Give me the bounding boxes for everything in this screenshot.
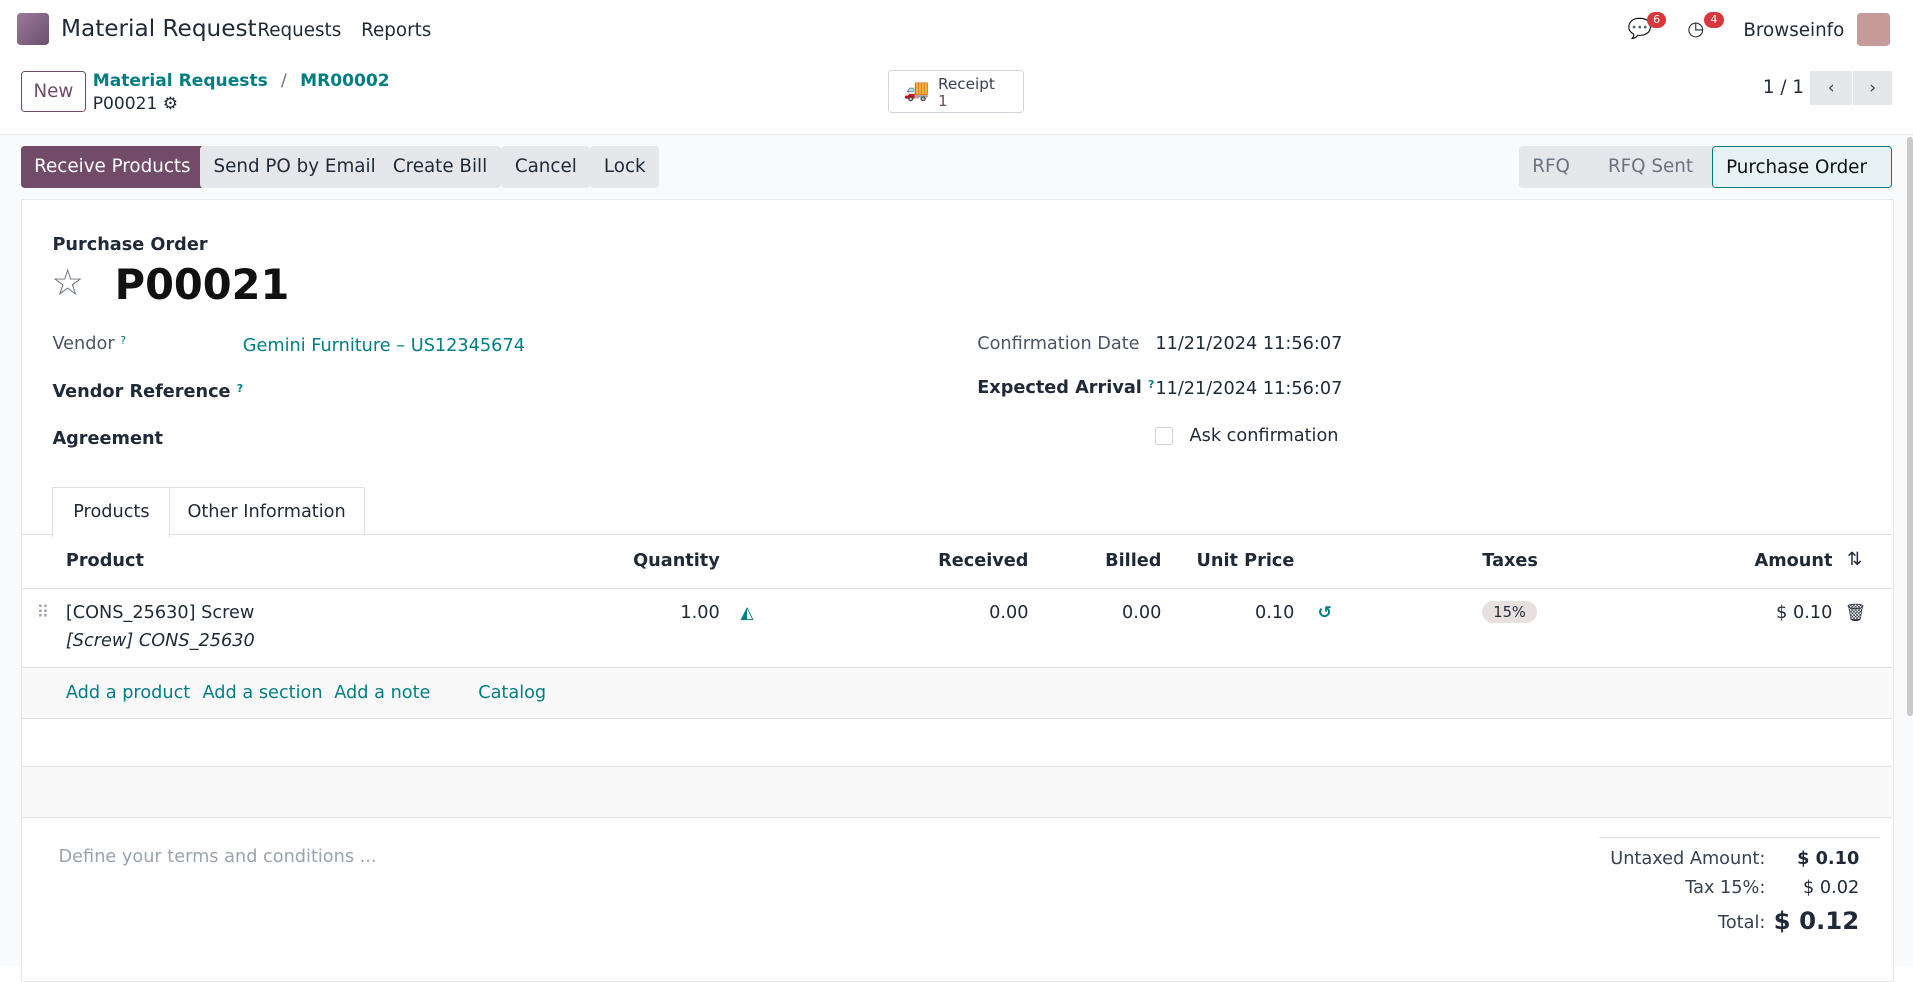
col-product[interactable]: Product <box>65 551 144 572</box>
menu-reports[interactable]: Reports <box>361 19 432 41</box>
help-icon[interactable]: ? <box>120 334 127 348</box>
col-received[interactable]: Received <box>938 551 1029 572</box>
form-sheet <box>20 198 1895 982</box>
totals-divider <box>1599 836 1880 838</box>
ask-confirmation-checkbox[interactable] <box>1155 427 1174 445</box>
activity-clock-icon[interactable]: ◷ <box>1687 17 1705 41</box>
agreement-input[interactable] <box>243 425 902 454</box>
add-product-link[interactable]: Add a product <box>65 683 191 704</box>
tax-label: Tax 15%: <box>1685 878 1766 899</box>
tax-value: $ 0.02 <box>1803 878 1860 899</box>
messages-icon[interactable]: 💬 <box>1627 17 1652 41</box>
col-taxes[interactable]: Taxes <box>1482 551 1538 572</box>
breadcrumb-mr[interactable]: MR00002 <box>300 70 390 91</box>
trash-icon[interactable]: 🗑 <box>1844 602 1867 623</box>
menu-requests[interactable]: Requests <box>257 19 342 41</box>
messages-badge: 6 <box>1647 12 1667 28</box>
status-rfq[interactable]: RFQ <box>1518 146 1595 188</box>
ask-confirmation-label: Ask confirmation <box>1189 425 1339 446</box>
vendor-reference-input[interactable] <box>243 378 902 407</box>
add-note-link[interactable]: Add a note <box>334 683 431 704</box>
row-billed: 0.00 <box>1122 602 1162 623</box>
help-icon[interactable]: ? <box>236 381 244 395</box>
new-button[interactable]: New <box>20 70 87 112</box>
receipt-label: Receipt <box>937 75 995 94</box>
add-lines-row <box>21 667 1893 720</box>
total-value: $ 0.12 <box>1773 906 1860 936</box>
expected-arrival-field[interactable]: 11/21/2024 11:56:07 <box>1155 379 1343 400</box>
vendor-label: Vendor <box>52 334 115 355</box>
col-quantity[interactable]: Quantity <box>633 551 720 572</box>
agreement-label: Agreement <box>52 429 163 450</box>
pager-next-button[interactable]: › <box>1853 70 1893 105</box>
form-type-label: Purchase Order <box>52 235 208 256</box>
status-purchase-order[interactable]: Purchase Order <box>1711 146 1893 188</box>
forecast-chart-icon[interactable]: ◭ <box>740 602 754 623</box>
avatar[interactable] <box>1856 13 1890 47</box>
col-unit-price[interactable]: Unit Price <box>1196 551 1295 572</box>
send-po-email-button[interactable]: Send PO by Email <box>200 146 390 188</box>
row-product[interactable]: [CONS_25630] Screw <box>65 602 255 623</box>
col-billed[interactable]: Billed <box>1105 551 1162 572</box>
gear-icon[interactable]: ⚙ <box>162 93 179 114</box>
truck-icon: 🚚 <box>903 77 930 102</box>
user-name[interactable]: Browseinfo <box>1743 19 1845 41</box>
receipt-smart-button[interactable]: 🚚 Receipt 1 <box>888 69 1025 113</box>
pager-prev-button[interactable]: ‹ <box>1810 70 1852 105</box>
receive-products-button[interactable]: Receive Products <box>20 146 204 188</box>
record-name: P00021 <box>92 93 158 114</box>
cancel-button[interactable]: Cancel <box>501 146 591 188</box>
status-rfq-sent[interactable]: RFQ Sent <box>1594 146 1712 188</box>
untaxed-label: Untaxed Amount: <box>1610 849 1766 870</box>
total-label: Total: <box>1718 912 1766 933</box>
create-bill-button[interactable]: Create Bill <box>379 146 501 188</box>
receipt-count: 1 <box>937 92 948 111</box>
tab-products[interactable]: Products <box>52 486 171 538</box>
catalog-button[interactable]: Catalog <box>478 683 547 704</box>
confirmation-date-field[interactable]: 11/21/2024 11:56:07 <box>1155 334 1343 355</box>
row-description[interactable]: [Screw] CONS_25630 <box>65 630 255 651</box>
breadcrumb-material-requests[interactable]: Material Requests <box>92 70 268 91</box>
row-received: 0.00 <box>989 602 1029 623</box>
row-quantity[interactable]: 1.00 <box>680 602 720 623</box>
drag-handle-icon[interactable]: ⠿ <box>36 602 50 623</box>
lock-button[interactable]: Lock <box>590 146 660 188</box>
empty-row <box>21 766 1893 819</box>
app-logo[interactable] <box>17 13 49 46</box>
activities-badge: 4 <box>1704 12 1724 28</box>
pager-value: 1 / 1 <box>1762 76 1804 98</box>
tab-other-information[interactable]: Other Information <box>169 486 365 536</box>
terms-input[interactable]: Define your terms and conditions ... <box>58 846 377 867</box>
app-name[interactable]: Material Request <box>61 14 257 42</box>
confirmation-date-label: Confirmation Date <box>977 334 1140 355</box>
price-history-icon[interactable]: ↺ <box>1317 602 1332 623</box>
tabs-divider <box>21 534 1893 536</box>
row-amount: $ 0.10 <box>1776 602 1833 623</box>
expected-arrival-label: Expected Arrival <box>977 378 1142 399</box>
header-divider <box>21 588 1893 589</box>
optional-columns-icon[interactable]: ⇅ <box>1847 549 1863 570</box>
col-amount[interactable]: Amount <box>1754 551 1833 572</box>
add-section-link[interactable]: Add a section <box>202 683 323 704</box>
tax-badge[interactable]: 15% <box>1482 601 1537 624</box>
help-icon[interactable]: ? <box>1148 378 1155 392</box>
order-name: P00021 <box>114 259 290 309</box>
star-icon[interactable]: ☆ <box>51 261 85 305</box>
scrollbar[interactable] <box>1906 136 1913 717</box>
row-unit-price[interactable]: 0.10 <box>1255 602 1295 623</box>
vendor-reference-label: Vendor Reference <box>52 381 231 402</box>
untaxed-value: $ 0.10 <box>1797 849 1860 870</box>
vendor-field[interactable]: Gemini Furniture – US12345674 <box>242 335 525 356</box>
